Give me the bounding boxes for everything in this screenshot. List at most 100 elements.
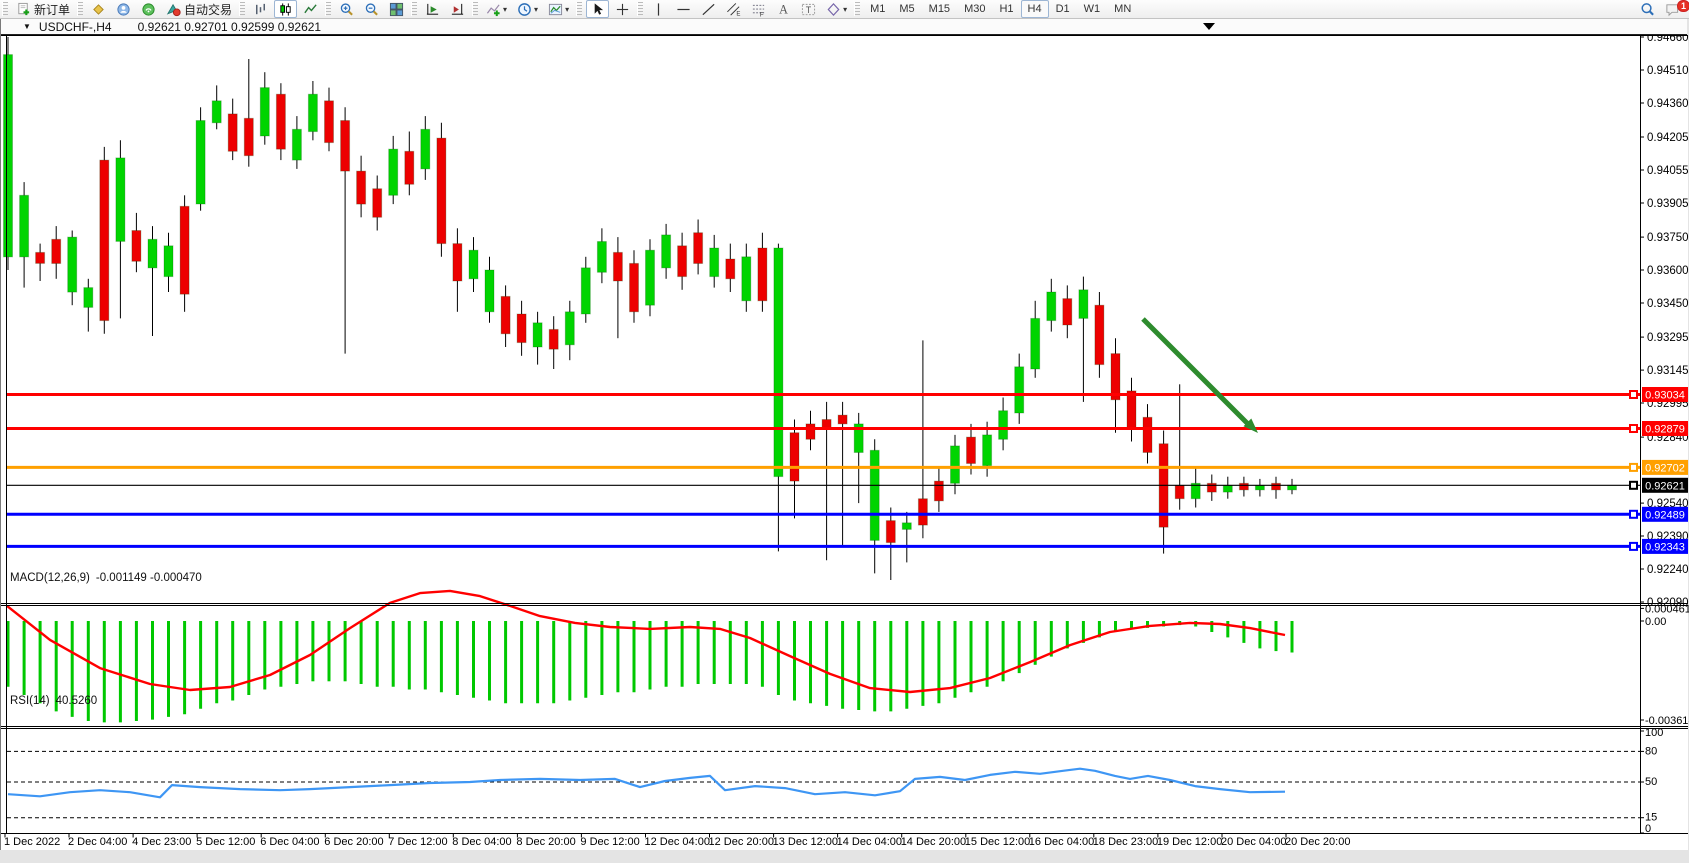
svg-text:1 Dec 2022: 1 Dec 2022	[4, 836, 60, 848]
line-chart-icon	[303, 2, 318, 17]
text-label-button[interactable]: T	[797, 0, 820, 18]
market-watch-button[interactable]	[87, 0, 110, 18]
signals-icon	[141, 2, 156, 17]
timeframe-w1-button[interactable]: W1	[1083, 3, 1101, 15]
indicators-button[interactable]: ▾	[482, 0, 511, 18]
zoom-out-button[interactable]	[360, 0, 383, 18]
svg-text:20 Dec 20:00: 20 Dec 20:00	[1285, 836, 1350, 848]
vertical-line-button[interactable]	[647, 0, 670, 18]
templates-button[interactable]: ▾	[544, 0, 573, 18]
notifications-button[interactable]: 1	[1661, 0, 1689, 18]
toolbar-grip[interactable]	[411, 2, 418, 16]
toolbar-button-label: 新订单	[34, 2, 71, 17]
chart-shift-button[interactable]	[446, 0, 469, 18]
chart-title-bar[interactable]: ▼ USDCHF-,H4 0.92621 0.92701 0.92599 0.9…	[1, 19, 1687, 35]
dropdown-arrow-icon[interactable]: ▾	[503, 4, 508, 14]
svg-text:0.92879: 0.92879	[1645, 424, 1685, 436]
toolbar-group-trade: 新订单	[11, 0, 75, 18]
chart-canvas[interactable]: 0.94660 0.94510 0.94360 0.94205 0.94055 0.939…	[0, 32, 1689, 858]
zoom-in-button[interactable]	[335, 0, 358, 18]
svg-text:0.93600: 0.93600	[1647, 265, 1689, 277]
chart-symbol-title: USDCHF-,H4	[38, 19, 112, 34]
toolbar-group-pointer	[585, 0, 635, 18]
data-window-button[interactable]	[112, 0, 135, 18]
svg-text:12 Dec 20:00: 12 Dec 20:00	[709, 836, 774, 848]
search-button[interactable]	[1636, 0, 1659, 18]
svg-text:8 Dec 04:00: 8 Dec 04:00	[452, 836, 511, 848]
candlesticks	[3, 37, 1297, 580]
timeframe-h1-button[interactable]: H1	[999, 3, 1014, 15]
horizontal-line-button[interactable]	[672, 0, 695, 18]
timeframe-d1-button[interactable]: D1	[1055, 3, 1070, 15]
shapes-icon	[826, 2, 841, 17]
svg-text:14 Dec 04:00: 14 Dec 04:00	[837, 836, 902, 848]
text-button[interactable]: A	[772, 0, 795, 18]
trend-arrow-annotation[interactable]	[1141, 317, 1258, 433]
toolbar-grip[interactable]	[2, 2, 8, 16]
toolbar-group-timeframes: M1 M5 M15 M30 H1 H4 D1 W1 MN	[863, 0, 1138, 18]
cursor-button[interactable]	[586, 0, 610, 18]
toolbar-grip[interactable]	[854, 2, 861, 16]
line-chart-button[interactable]	[299, 0, 322, 18]
timeframe-m15-button[interactable]: M15	[928, 3, 951, 15]
toolbar-grip[interactable]	[637, 2, 644, 16]
zoom-in-icon	[339, 2, 354, 17]
timeframe-m5-button[interactable]: M5	[899, 3, 915, 15]
autotrading-button[interactable]: 自动交易	[162, 0, 236, 18]
svg-text:2 Dec 04:00: 2 Dec 04:00	[68, 836, 127, 848]
toolbar-grip[interactable]	[576, 2, 583, 16]
chart-area[interactable]: 0.94660 0.94510 0.94360 0.94205 0.94055 0.939…	[0, 32, 1689, 858]
autotrading-icon	[166, 2, 181, 17]
svg-text:0.94360: 0.94360	[1647, 98, 1689, 110]
rsi-indicator-label: RSI(14) 40.5260	[10, 695, 103, 707]
auto-scroll-button[interactable]	[421, 0, 444, 18]
navigator-button[interactable]	[137, 0, 160, 18]
timeframe-mn-button[interactable]: MN	[1114, 3, 1132, 15]
fibonacci-button[interactable]: F	[747, 0, 770, 18]
svg-text:9 Dec 12:00: 9 Dec 12:00	[580, 836, 639, 848]
svg-text:15 Dec 12:00: 15 Dec 12:00	[965, 836, 1030, 848]
equidistant-channel-button[interactable]: E	[722, 0, 745, 18]
horizontal-level-lines[interactable]	[7, 393, 1640, 548]
macd-values: -0.001149 -0.000470	[95, 572, 202, 584]
svg-text:100: 100	[1645, 727, 1663, 739]
svg-text:80: 80	[1645, 745, 1657, 757]
periods-button[interactable]: ▾	[513, 0, 542, 18]
chart-shift-marker-icon[interactable]	[1203, 23, 1215, 30]
text-icon: A	[776, 2, 791, 17]
periods-icon	[517, 2, 532, 17]
dropdown-arrow-icon[interactable]: ▾	[534, 4, 539, 14]
svg-text:50: 50	[1645, 776, 1657, 788]
toolbar-grip[interactable]	[472, 2, 479, 16]
dropdown-arrow-icon[interactable]: ▾	[565, 4, 570, 14]
collapse-icon[interactable]: ▼	[23, 22, 31, 31]
svg-text:16 Dec 04:00: 16 Dec 04:00	[1029, 836, 1094, 848]
new-order-button[interactable]: 新订单	[12, 0, 74, 18]
toolbar-grip[interactable]	[77, 2, 84, 16]
notification-badge: 1	[1676, 0, 1689, 12]
toolbar-grip[interactable]	[239, 2, 246, 16]
timeframe-m1-button[interactable]: M1	[870, 3, 886, 15]
bars-chart-icon	[253, 2, 268, 17]
macd-name: MACD(12,26,9)	[10, 572, 90, 584]
tile-windows-button[interactable]	[385, 0, 408, 18]
hline-icon	[676, 2, 691, 17]
candlestick-chart-button[interactable]	[274, 0, 298, 18]
toolbar-grip[interactable]	[325, 2, 332, 16]
toolbar: 新订单 自动交易 ▾ ▾ ▾ E F A T ▾ M1 M5 M15 M30 H1 H4 D1 W1 MN 1	[0, 0, 1689, 19]
svg-text:-0.003618: -0.003618	[1645, 715, 1689, 727]
trendline-button[interactable]	[697, 0, 720, 18]
dropdown-arrow-icon[interactable]: ▾	[843, 4, 848, 14]
toolbar-button-label: 自动交易	[184, 2, 233, 17]
channel-icon: E	[726, 2, 741, 17]
crosshair-button[interactable]	[611, 0, 634, 18]
arrows-button[interactable]: ▾	[822, 0, 851, 18]
timeframe-m30-button[interactable]: M30	[964, 3, 986, 15]
svg-text:0.92702: 0.92702	[1645, 462, 1685, 474]
text-label-icon: T	[801, 2, 816, 17]
bar-chart-button[interactable]	[249, 0, 272, 18]
svg-text:E: E	[736, 10, 740, 16]
svg-text:0.94660: 0.94660	[1647, 35, 1689, 44]
svg-text:13 Dec 12:00: 13 Dec 12:00	[773, 836, 838, 848]
timeframe-h4-button[interactable]: H4	[1020, 0, 1049, 18]
